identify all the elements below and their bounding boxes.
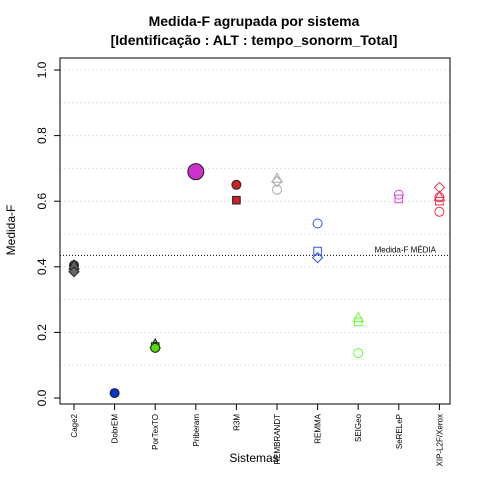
point-diamond bbox=[68, 266, 80, 278]
point-circle bbox=[353, 348, 364, 359]
reference-line-group: Medida-F MÉDIA bbox=[60, 245, 450, 256]
x-tick-label: REMMA bbox=[314, 413, 323, 443]
x-tick-label: Cage2 bbox=[70, 413, 79, 437]
point-square bbox=[353, 317, 363, 327]
point-square bbox=[435, 196, 444, 206]
x-tick-label: R3M bbox=[232, 414, 241, 431]
data-points bbox=[68, 163, 446, 399]
point-square bbox=[313, 246, 322, 256]
point-diamond bbox=[311, 251, 324, 264]
point-square bbox=[232, 195, 241, 205]
x-tick-label: SeRELeP bbox=[395, 414, 404, 449]
point-diamond bbox=[271, 175, 283, 188]
point-triangle bbox=[352, 311, 365, 323]
series-group bbox=[109, 388, 120, 399]
series-group bbox=[149, 337, 162, 353]
series-group bbox=[231, 179, 242, 205]
point-circle bbox=[393, 189, 404, 200]
y-tick-label: 0.8 bbox=[35, 127, 49, 144]
point-circle bbox=[434, 206, 445, 217]
plot-border bbox=[59, 57, 451, 405]
series-group bbox=[311, 218, 324, 264]
grid-lines bbox=[60, 69, 450, 366]
point-circle bbox=[272, 184, 282, 195]
point-square bbox=[394, 194, 404, 204]
x-tick-label: PorTexTO bbox=[151, 414, 160, 450]
point-large-circle bbox=[187, 163, 205, 181]
point-triangle bbox=[433, 190, 446, 201]
series-group bbox=[271, 172, 283, 195]
x-axis: Cage2 DobrEM PorTexTO Priberam R3M REMBRANDT R… bbox=[70, 404, 444, 466]
point-circle bbox=[150, 342, 161, 353]
point-circle bbox=[109, 388, 120, 399]
y-tick-label: 0.0 bbox=[35, 389, 49, 406]
x-tick-label: SEIGeo bbox=[354, 413, 363, 442]
series-group bbox=[433, 181, 446, 217]
chart-title: Medida-F agrupada por sistema bbox=[149, 13, 360, 29]
y-tick-label: 0.6 bbox=[35, 193, 49, 210]
x-tick-label: REMBRANDT bbox=[273, 414, 282, 465]
series-group bbox=[393, 189, 404, 204]
y-axis: 0.0 0.2 0.4 0.6 0.8 1.0 bbox=[35, 61, 60, 406]
point-circle bbox=[231, 179, 242, 190]
chart-subtitle: [Identificação : ALT : tempo_sonorm_Tota… bbox=[111, 32, 398, 48]
y-tick-label: 0.2 bbox=[35, 324, 49, 341]
point-circle bbox=[434, 192, 445, 203]
x-axis-label: Sistemas bbox=[229, 451, 278, 465]
x-tick-label: Priberam bbox=[192, 414, 201, 447]
x-tick-label: XIP-L2F/Xerox bbox=[435, 414, 444, 466]
point-triangle bbox=[271, 172, 283, 183]
y-tick-label: 1.0 bbox=[35, 61, 49, 78]
y-tick-label: 0.4 bbox=[35, 258, 49, 275]
series-group bbox=[68, 259, 80, 278]
series-group bbox=[352, 311, 365, 359]
point-circle bbox=[312, 218, 323, 229]
mean-reference-label: Medida-F MÉDIA bbox=[375, 245, 437, 254]
x-tick-label: DobrEM bbox=[111, 414, 120, 444]
y-axis-label: Medida-F bbox=[4, 205, 18, 256]
series-group bbox=[187, 163, 205, 181]
